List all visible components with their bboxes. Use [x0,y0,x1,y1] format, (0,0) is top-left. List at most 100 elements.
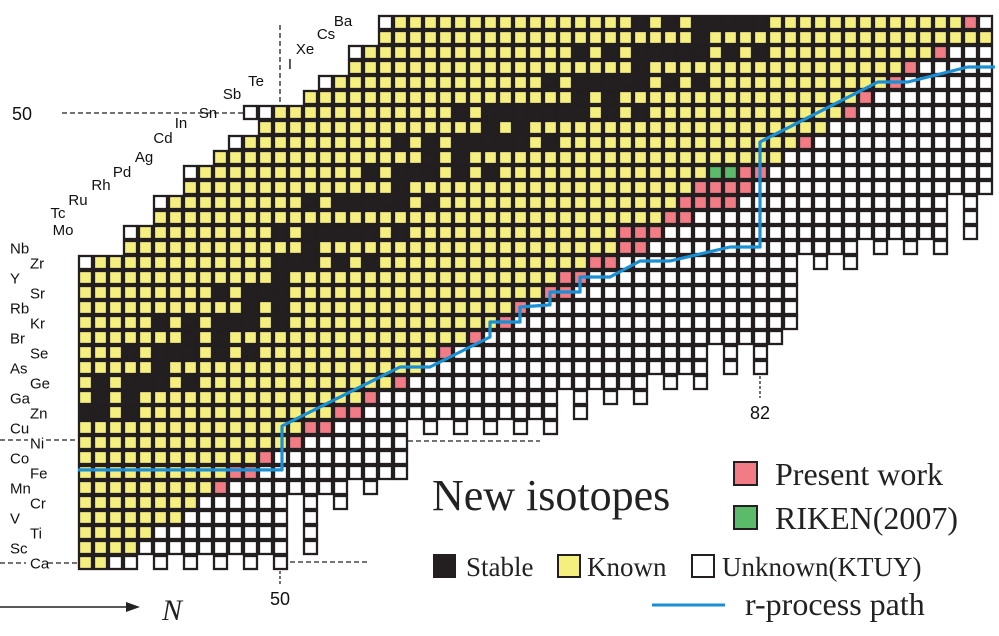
nuclide-cell-unknown-z37-n70 [572,299,589,316]
nuclide-cell-known-z34-n56 [362,344,379,361]
nuclide-cell-known-z55-n62 [452,29,469,46]
nuclide-cell-known-z51-n57 [377,89,394,106]
nuclide-cell-known-z51-n85 [797,89,814,106]
nuclide-cell-known-z42-n65 [497,224,514,241]
nuclide-cell-known-z37-n45 [197,299,214,316]
nuclide-cell-known-z44-n70 [572,194,589,211]
nuclide-cell-known-z44-n76 [662,194,679,211]
nuclide-cell-known-z34-n54 [332,344,349,361]
nuclide-cell-known-z39-n57 [377,269,394,286]
nuclide-cell-known-z48-n67 [527,134,544,151]
nuclide-cell-known-z29-n38 [92,419,109,436]
nuclide-cell-known-z23-n39 [107,509,124,526]
nuclide-cell-stable-z44-n57 [377,194,394,211]
nuclide-cell-unknown-z38-n78 [692,284,709,301]
nuclide-cell-unknown-z34-n75 [647,344,664,361]
nuclide-cell-known-z53-n57 [377,59,394,76]
nuclide-cell-known-z56-n58 [392,14,409,31]
nuclide-cell-known-z41-n42 [152,239,169,256]
nuclide-cell-unknown-z25-n49 [257,479,274,496]
nuclide-cell-known-z44-n67 [527,194,544,211]
nuclide-cell-known-z53-n80 [722,59,739,76]
nuclide-cell-unknown-z32-n62 [452,374,469,391]
nuclide-cell-unknown-z27-n56 [362,449,379,466]
nuclide-cell-known-z40-n62 [452,254,469,271]
nuclide-cell-known-z31-n44 [182,389,199,406]
nuclide-cell-known-z41-n68 [542,239,559,256]
nuclide-cell-unknown-z46-n90 [872,164,889,181]
legend-unknown-label: Unknown(KTUY) [722,552,921,582]
nuclide-cell-known-z41-n67 [527,239,544,256]
nuclide-cell-known-z45-n66 [512,179,529,196]
nuclide-cell-known-z27-n40 [122,449,139,466]
nuclide-cell-unknown-z45-n93 [917,179,934,196]
nuclide-cell-known-z42-n44 [182,224,199,241]
nuclide-cell-known-z38-n65 [497,284,514,301]
nuclide-cell-unknown-z29-n54 [332,419,349,436]
nuclide-cell-unknown-z35-n81 [737,329,754,346]
nuclide-cell-known-z37-n59 [407,299,424,316]
nuclide-cell-known-z51-n58 [392,89,409,106]
nuclide-cell-known-z50-n87 [827,104,844,121]
nuclide-cell-known-z40-n45 [197,254,214,271]
nuclide-cell-known-z41-n62 [452,239,469,256]
nuclide-cell-unknown-z29-n56 [362,419,379,436]
nuclide-cell-unknown-z29-n58 [392,419,409,436]
nuclide-cell-known-z43-n42 [152,209,169,226]
nuclide-cell-known-z44-n69 [557,194,574,211]
nuclide-cell-known-z46-n49 [257,164,274,181]
nuclide-cell-unknown-z44-n91 [887,194,904,211]
nuclide-cell-known-z41-n65 [497,239,514,256]
nuclide-cell-known-z52-n82 [752,74,769,91]
element-label-ru: Ru [68,192,87,209]
nuclide-cell-unknown-z48-n94 [932,134,949,151]
nuclide-cell-unknown-z36-n77 [677,314,694,331]
nuclide-cell-known-z49-n79 [707,119,724,136]
nuclide-cell-known-z32-n52 [302,374,319,391]
nuclide-cell-known-z40-n39 [107,254,124,271]
nuclide-cell-known-z50-n82 [752,104,769,121]
nuclide-cell-known-z32-n46 [212,374,229,391]
nuclide-cell-known-z53-n58 [392,59,409,76]
nuclide-cell-unknown-z42-n77 [677,224,694,241]
nuclide-cell-known-z53-n64 [482,59,499,76]
nuclide-cell-stable-z31-n38 [92,389,109,406]
nuclide-cell-known-z56-n92 [902,14,919,31]
n-axis-label: N [161,594,184,627]
nuclide-cell-known-z50-n57 [377,104,394,121]
nuclide-cell-known-z50-n63 [467,104,484,121]
nuclide-cell-stable-z31-n40 [122,389,139,406]
nuclide-cell-known-z35-n55 [347,329,364,346]
nuclide-cell-present-z48-n85 [797,134,814,151]
nuclide-cell-unknown-z43-n80 [722,209,739,226]
nuclide-cell-known-z22-n40 [122,524,139,541]
nuclide-cell-known-z43-n69 [557,209,574,226]
nuclide-cell-known-z36-n53 [317,314,334,331]
nuclide-cell-unknown-z35-n73 [617,329,634,346]
nuclide-cell-unknown-z48-n93 [917,134,934,151]
nuclide-cell-unknown-z40-n81 [737,254,754,271]
nuclide-cell-unknown-z22-n42 [152,524,169,541]
nuclide-cell-known-z48-n71 [587,134,604,151]
nuclide-cell-stable-z32-n38 [92,374,109,391]
nuclide-cell-unknown-z37-n69 [557,299,574,316]
nuclide-cell-known-z56-n68 [542,14,559,31]
nuclide-cell-stable-z44-n54 [332,194,349,211]
nuclide-cell-known-z42-n64 [482,224,499,241]
nuclide-cell-known-z53-n87 [827,59,844,76]
nuclide-cell-known-z31-n48 [242,389,259,406]
nuclide-cell-known-z36-n38 [92,314,109,331]
nuclide-cell-known-z43-n58 [392,209,409,226]
nuclide-cell-stable-z40-n51 [287,254,304,271]
r-process-path-line [78,65,995,472]
nuclide-cell-known-z56-n75 [647,14,664,31]
nuclide-cell-stable-z35-n44 [182,329,199,346]
nuclide-cell-known-z34-n60 [422,344,439,361]
nuclide-cell-known-z44-n75 [647,194,664,211]
nuclide-cell-known-z45-n67 [527,179,544,196]
nuclide-cell-known-z24-n38 [92,494,109,511]
nuclide-cell-known-z50-n81 [737,104,754,121]
nuclide-cell-known-z55-n88 [842,29,859,46]
nuclide-cell-known-z49-n56 [362,119,379,136]
nuclide-cell-known-z43-n68 [542,209,559,226]
